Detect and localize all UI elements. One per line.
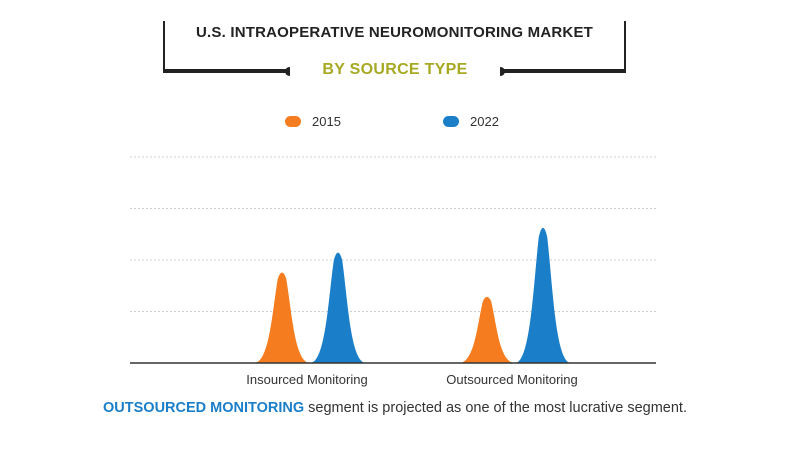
legend-swatch-2022 bbox=[443, 116, 459, 127]
peak-2022-outsourced bbox=[515, 227, 571, 363]
footer-note: OUTSOURCED MONITORING segment is project… bbox=[0, 400, 790, 416]
peak-2022-insourced bbox=[310, 252, 366, 363]
title-dot-left bbox=[285, 67, 294, 76]
title-frame-bottom-left bbox=[163, 71, 291, 73]
footer-text: segment is projected as one of the most … bbox=[304, 400, 687, 416]
chart-subtitle: BY SOURCE TYPE bbox=[290, 61, 500, 79]
legend-label-2015: 2015 bbox=[312, 114, 341, 129]
category-label-insourced: Insourced Monitoring bbox=[246, 372, 367, 387]
legend-label-2022: 2022 bbox=[470, 114, 499, 129]
category-label-outsourced: Outsourced Monitoring bbox=[446, 372, 578, 387]
peak-2015-outsourced bbox=[459, 296, 515, 363]
chart-title: U.S. INTRAOPERATIVE NEUROMONITORING MARK… bbox=[195, 24, 594, 41]
legend-swatch-2015 bbox=[285, 116, 301, 127]
title-frame-bottom-right bbox=[500, 71, 626, 73]
footer-highlight: OUTSOURCED MONITORING bbox=[103, 400, 305, 416]
legend-item-2015: 2015 bbox=[285, 114, 341, 129]
title-dot-right bbox=[496, 67, 505, 76]
peak-2015-insourced bbox=[254, 272, 310, 363]
legend-item-2022: 2022 bbox=[443, 114, 499, 129]
